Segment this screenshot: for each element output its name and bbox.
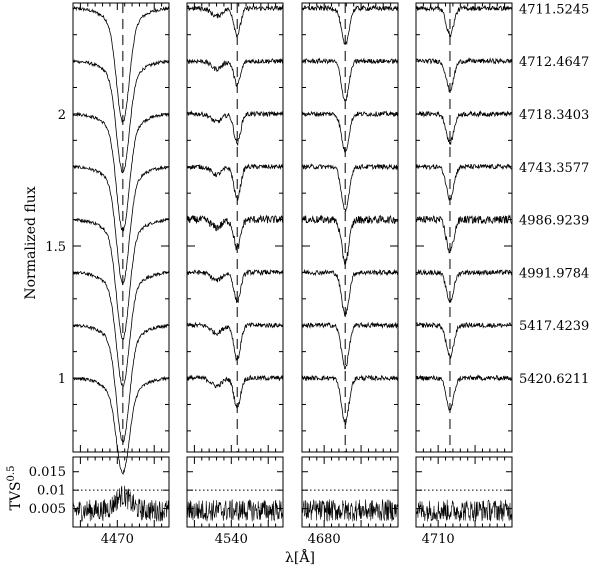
spectrum-line [186,374,284,409]
panel-3 [301,2,399,528]
spectrum-line [186,4,284,38]
epoch-labels: 4711.5245 4712.4647 4718.3403 4743.3577 4986… [519,2,589,387]
epoch-label: 5420.6211 [519,372,589,387]
epoch-label: 4711.5245 [519,2,589,17]
spectrum-line [72,111,170,232]
tvs-line [301,499,399,522]
spectrum-line [72,323,170,443]
epoch-label: 4991.9784 [519,266,589,281]
tvs-frame [186,456,284,528]
spectrum-line [186,214,284,251]
epoch-label: 4986.9239 [519,214,589,229]
spectrum-line [415,4,513,38]
panel-2 [186,2,284,528]
panel-frame [415,2,513,453]
spectrum-line [72,59,169,174]
spectrum-line [301,214,399,266]
spectrum-line [301,163,399,212]
spectrum-line [302,268,399,317]
y-tick-label: 1 [58,372,66,387]
tvs-tick-label: 0.01 [37,484,66,499]
spectrum-line [186,110,284,147]
tvs-line [72,485,170,522]
spectrum-line [186,269,284,304]
spectrum-line [186,163,284,201]
spectrum-line [186,57,284,87]
spectral-panels [72,2,513,528]
epoch-label: 5417.4239 [519,319,589,334]
spectrum-line [301,321,399,370]
tvs-line [415,499,513,522]
spectrum-line [415,374,513,412]
spectrum-line [72,5,170,123]
tvs-frame [301,456,399,528]
spectrum-line [301,110,399,153]
epoch-label: 4743.3577 [519,161,589,176]
flux-tick-labels: 11.52 [45,108,66,387]
tvs-tick-label: 0.015 [29,465,66,480]
spectrum-line [415,57,513,93]
spectrum-line [416,163,513,202]
spectrum-line [186,321,284,362]
spectrum-line [415,321,513,359]
tvs-axis-label-exponent: 0.5 [6,466,17,482]
spectrum-line [301,57,399,102]
panel-1 [72,2,170,528]
tvs-frame [415,456,513,528]
panel-4 [415,2,513,528]
spectrum-line [301,4,399,46]
spectrum-line [72,375,170,475]
x-tick-label: 4710 [422,532,455,547]
epoch-label: 4712.4647 [519,55,589,70]
spectrum-line [72,164,170,286]
panel-frame [186,2,284,453]
spectrum-line [415,268,513,303]
y-tick-label: 1.5 [45,240,66,255]
y-axis-label: Normalized flux [23,186,39,299]
tvs-frame [72,456,170,528]
epoch-label: 4718.3403 [519,108,589,123]
x-tick-label: 4680 [308,532,341,547]
spectrum-line [415,110,513,145]
x-tick-label: 4540 [215,532,248,547]
tvs-tick-label: 0.005 [29,502,66,517]
x-axis-label: λ[Å] [285,548,315,566]
spectrum-line [72,217,170,340]
spectrum-line [415,214,513,254]
x-tick-label: 4470 [101,532,134,547]
spectrum-line [301,374,399,425]
panel-frame [72,2,170,453]
tvs-tick-labels: 0.005 0.01 0.015 [29,465,66,517]
y-tick-label: 2 [58,108,66,123]
tvs-line [186,499,284,522]
spectrum-line [73,270,170,388]
tvs-axis-label-base: TVS [8,481,24,510]
panel-frame [301,2,399,453]
wavelength-tick-labels: 4470 4540 4680 4710 [101,532,455,547]
tvs-axis-label: TVS0.5 [6,466,24,511]
